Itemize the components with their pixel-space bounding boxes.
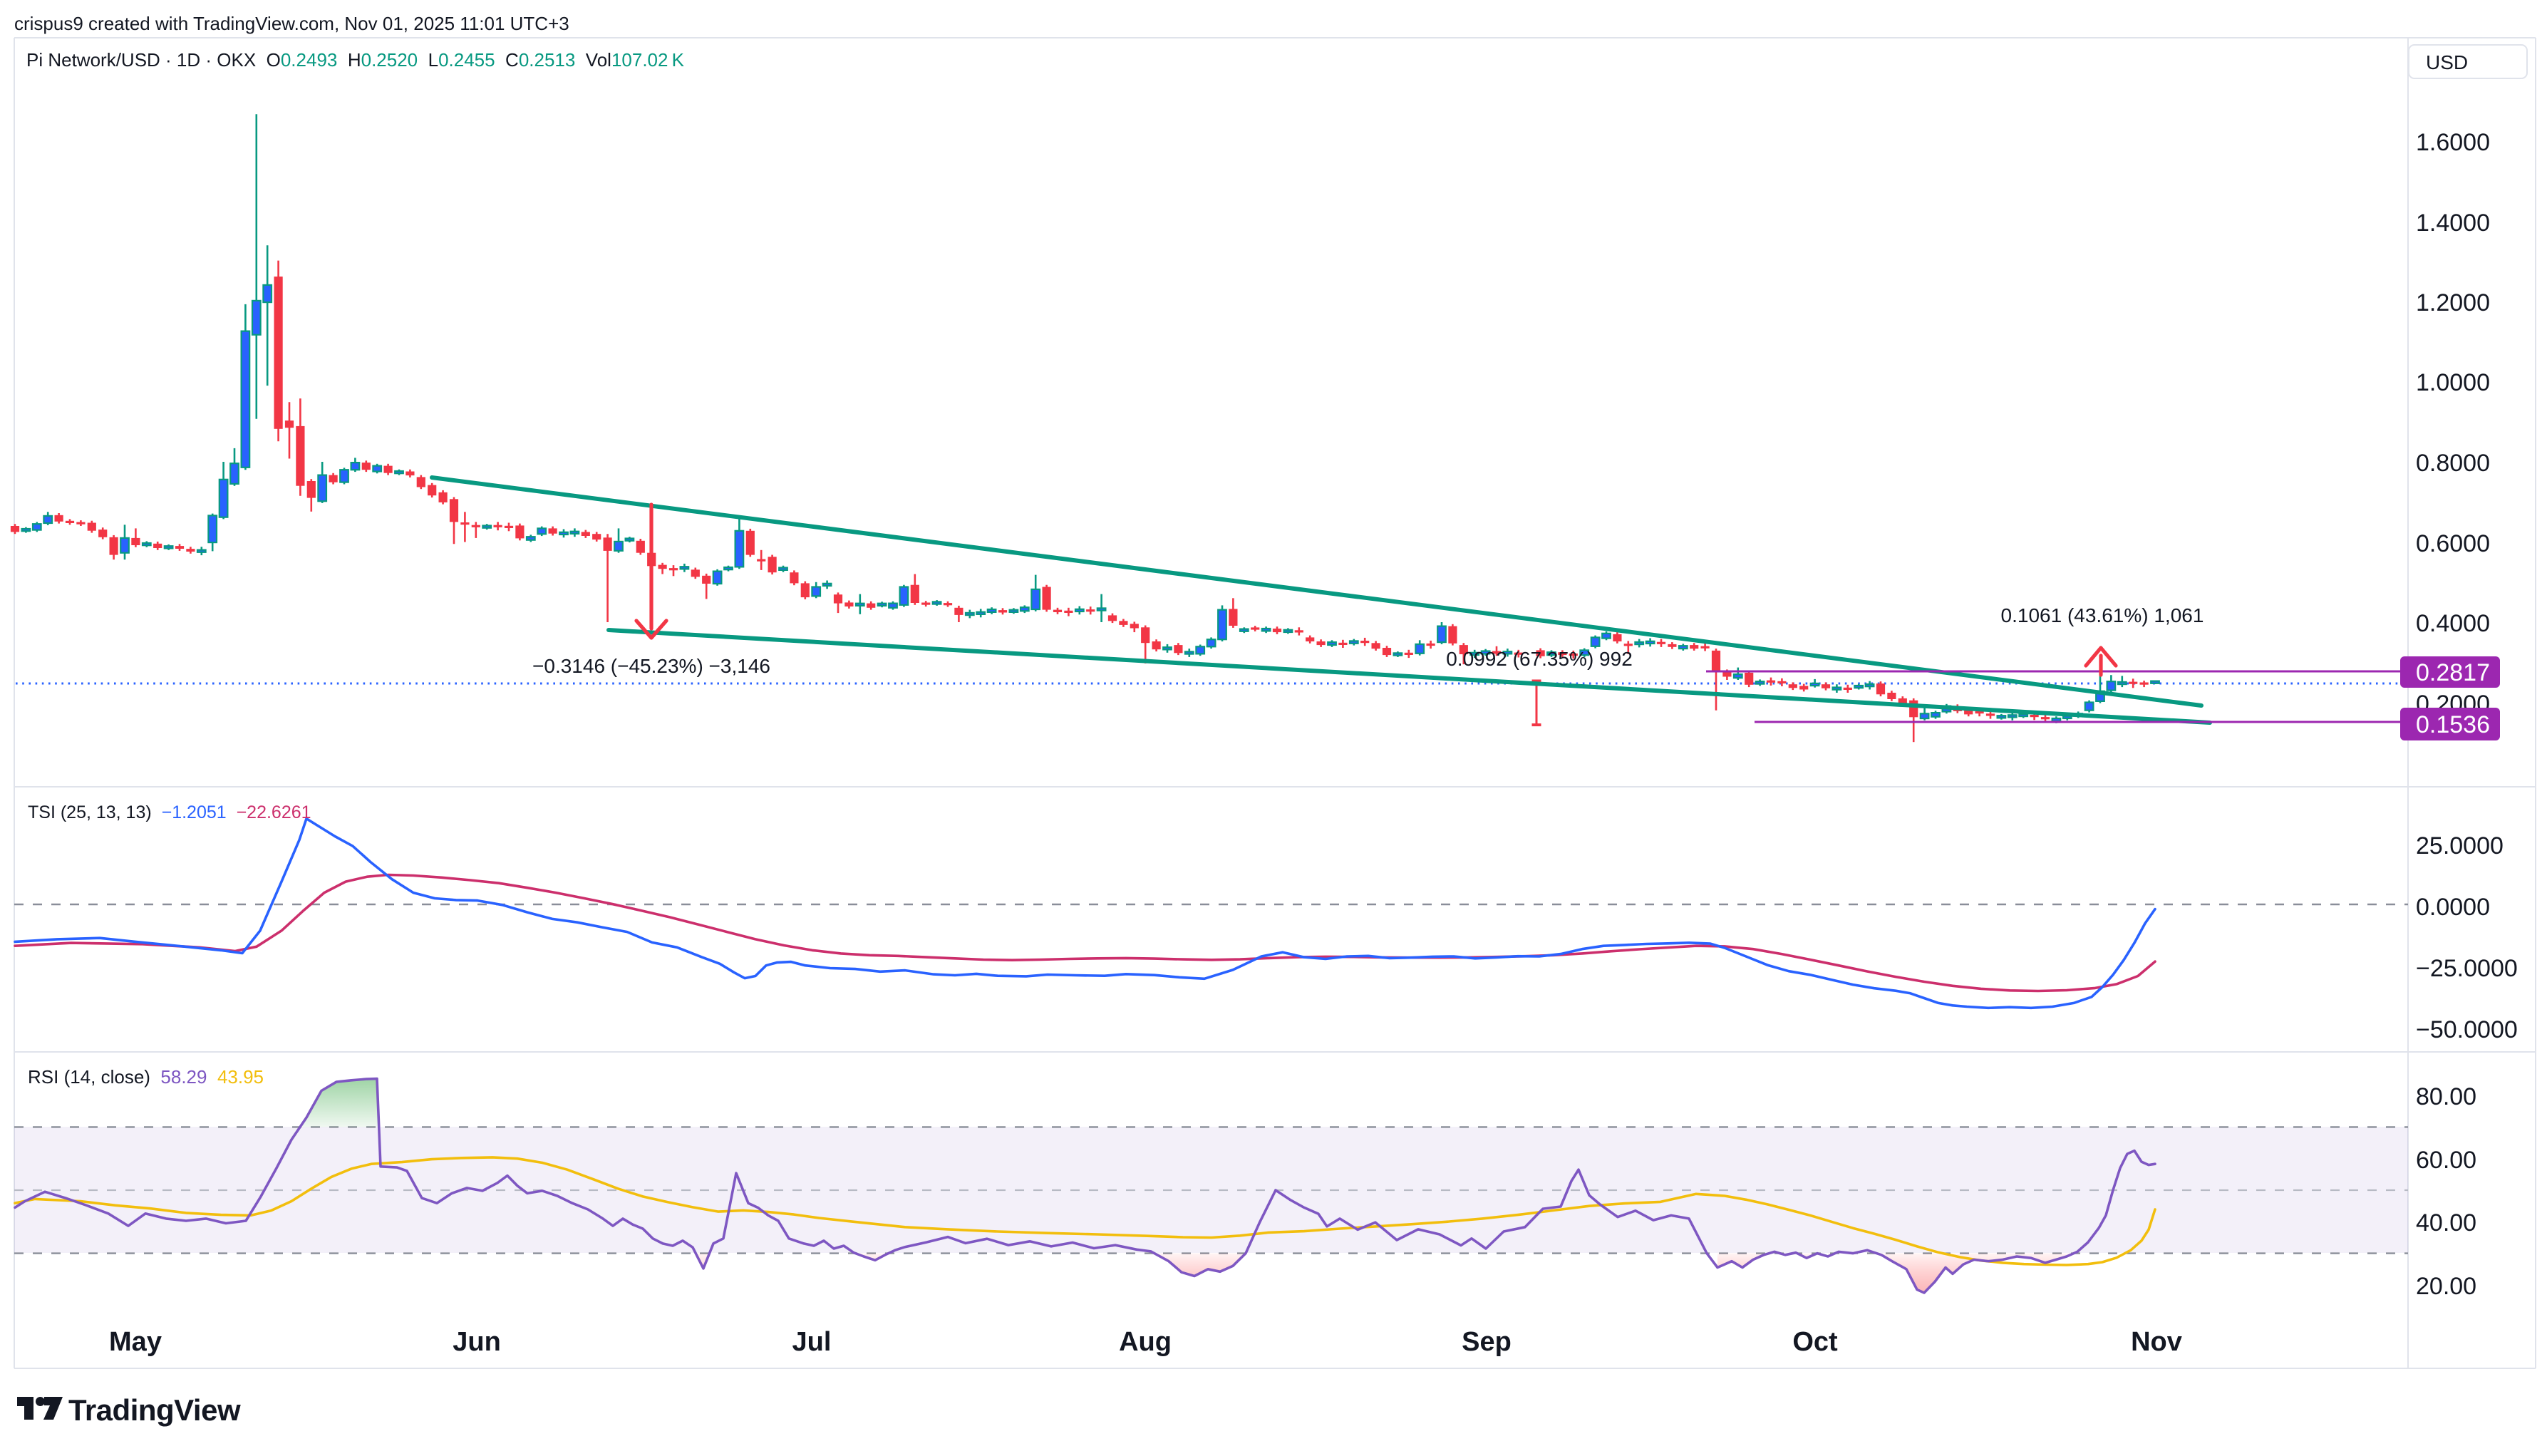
svg-text:0.0992 (67.35%) 992: 0.0992 (67.35%) 992	[1446, 648, 1633, 670]
svg-text:1.0000: 1.0000	[2416, 369, 2490, 396]
svg-text:0.4000: 0.4000	[2416, 610, 2490, 637]
svg-text:1.2000: 1.2000	[2416, 289, 2490, 316]
svg-text:USD: USD	[2426, 51, 2468, 73]
svg-text:Aug: Aug	[1119, 1327, 1172, 1357]
svg-text:0.8000: 0.8000	[2416, 450, 2490, 477]
svg-text:−50.0000: −50.0000	[2416, 1016, 2518, 1043]
svg-text:0.6000: 0.6000	[2416, 530, 2490, 557]
svg-text:0.1536: 0.1536	[2416, 711, 2490, 738]
svg-text:25.0000: 25.0000	[2416, 832, 2504, 859]
svg-text:40.00: 40.00	[2416, 1209, 2476, 1236]
svg-text:1.4000: 1.4000	[2416, 210, 2490, 237]
svg-text:0.2817: 0.2817	[2416, 659, 2490, 686]
svg-text:May: May	[109, 1327, 162, 1357]
svg-text:1.6000: 1.6000	[2416, 129, 2490, 156]
svg-text:−0.3146 (−45.23%) −3,146: −0.3146 (−45.23%) −3,146	[532, 655, 770, 677]
svg-text:−25.0000: −25.0000	[2416, 955, 2518, 982]
svg-text:60.00: 60.00	[2416, 1147, 2476, 1174]
svg-text:Nov: Nov	[2131, 1327, 2182, 1357]
svg-text:Oct: Oct	[1792, 1327, 1838, 1357]
svg-text:0.1061 (43.61%) 1,061: 0.1061 (43.61%) 1,061	[2001, 604, 2204, 626]
svg-text:TradingView: TradingView	[68, 1393, 241, 1427]
svg-text:Jun: Jun	[453, 1327, 501, 1357]
svg-text:Jul: Jul	[792, 1327, 832, 1357]
svg-text:RSI (14, close) 58.29 43.95: RSI (14, close) 58.29 43.95	[28, 1066, 264, 1088]
svg-text:20.00: 20.00	[2416, 1273, 2476, 1300]
svg-text:0.0000: 0.0000	[2416, 894, 2490, 921]
svg-text:Pi Network/USD · 1D · OKX O0.: Pi Network/USD · 1D · OKX O0.2493 H0.252…	[26, 49, 685, 71]
svg-text:crispus9 created with TradingV: crispus9 created with TradingView.com, N…	[14, 13, 569, 34]
svg-text:TSI (25, 13, 13) −1.2051 −22: TSI (25, 13, 13) −1.2051 −22.6261	[28, 802, 311, 822]
svg-text:80.00: 80.00	[2416, 1083, 2476, 1110]
svg-text:Sep: Sep	[1462, 1327, 1512, 1357]
